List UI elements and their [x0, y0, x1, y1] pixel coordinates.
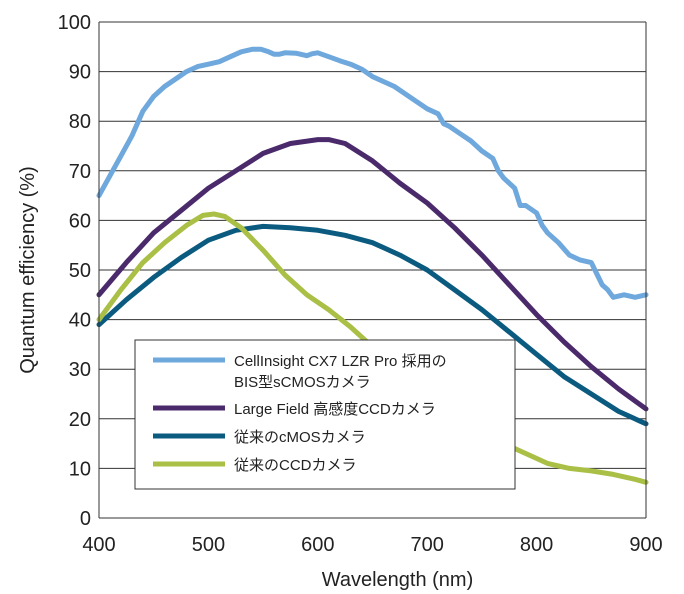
y-tick-label: 60: [69, 210, 91, 232]
y-tick-label: 40: [69, 310, 91, 332]
y-tick-label: 100: [58, 12, 91, 34]
y-tick-label: 10: [69, 458, 91, 480]
x-tick-label: 700: [411, 534, 444, 556]
y-tick-label: 0: [80, 508, 91, 530]
legend-label: CellInsight CX7 LZR Pro 採用の: [234, 353, 447, 370]
y-tick-label: 50: [69, 260, 91, 282]
y-axis-title: Quantum efficiency (%): [17, 166, 39, 374]
y-tick-label: 80: [69, 111, 91, 133]
x-tick-label: 500: [192, 534, 225, 556]
x-tick-label: 600: [301, 534, 334, 556]
legend-label: 従来のCCDカメラ: [234, 457, 357, 474]
y-tick-label: 20: [69, 409, 91, 431]
x-axis-title: Wavelength (nm): [322, 569, 474, 591]
y-tick-label: 30: [69, 359, 91, 381]
y-tick-label: 70: [69, 161, 91, 183]
y-tick-label: 90: [69, 62, 91, 84]
legend-label: 従来のcMOSカメラ: [234, 429, 366, 446]
x-tick-label: 900: [629, 534, 662, 556]
legend: CellInsight CX7 LZR Pro 採用の BIS型sCMOSカメラ L…: [135, 340, 515, 489]
x-tick-label: 400: [82, 534, 115, 556]
legend-label: Large Field 高感度CCDカメラ: [234, 401, 436, 418]
x-tick-label: 800: [520, 534, 553, 556]
legend-label-line2: BIS型sCMOSカメラ: [234, 374, 371, 391]
